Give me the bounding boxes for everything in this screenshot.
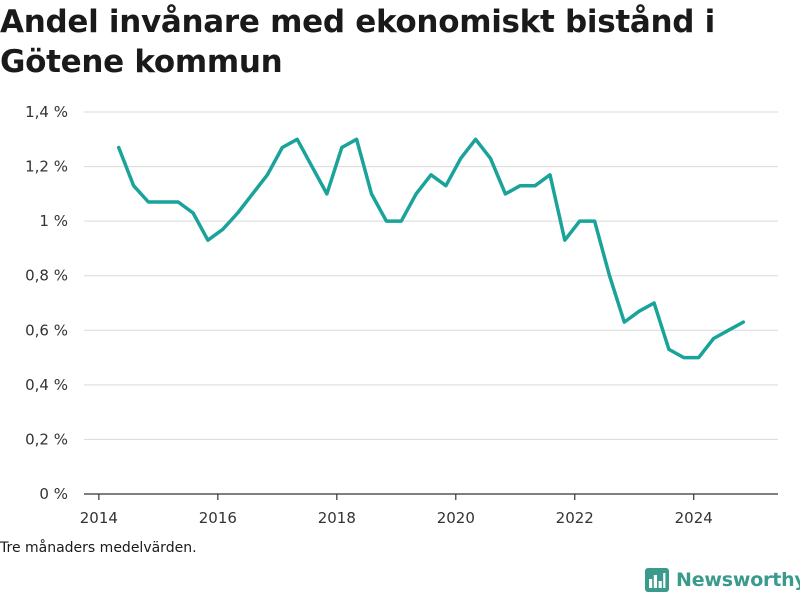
x-tick-label: 2014 bbox=[80, 509, 118, 527]
y-axis: 0 % 0,2 % 0,4 % 0,6 % 0,8 % 1 % 1,2 % 1,4 % bbox=[25, 103, 68, 503]
data-point bbox=[652, 301, 656, 305]
data-point bbox=[474, 137, 478, 141]
y-tick-label: 1,2 % bbox=[25, 158, 68, 176]
data-point bbox=[117, 145, 121, 149]
data-point bbox=[667, 347, 671, 351]
data-point bbox=[459, 156, 463, 160]
data-point bbox=[355, 137, 359, 141]
y-tick-label: 0,8 % bbox=[25, 267, 68, 285]
data-point bbox=[265, 173, 269, 177]
data-point bbox=[593, 219, 597, 223]
x-tick-label: 2022 bbox=[556, 509, 594, 527]
y-tick-label: 0,6 % bbox=[25, 321, 68, 339]
series-line bbox=[116, 137, 746, 360]
brand-name: Newsworthy bbox=[676, 569, 800, 591]
data-point bbox=[370, 192, 374, 196]
data-point bbox=[191, 211, 195, 215]
data-point bbox=[295, 137, 299, 141]
data-point bbox=[488, 156, 492, 160]
data-point bbox=[176, 200, 180, 204]
data-point bbox=[607, 274, 611, 278]
data-point bbox=[429, 173, 433, 177]
footnote: Tre månaders medelvärden. bbox=[0, 540, 197, 556]
data-point bbox=[712, 336, 716, 340]
data-point bbox=[622, 320, 626, 324]
data-point bbox=[325, 192, 329, 196]
data-point bbox=[161, 200, 165, 204]
data-point bbox=[340, 145, 344, 149]
x-tick-label: 2024 bbox=[675, 509, 713, 527]
data-point bbox=[548, 173, 552, 177]
y-tick-label: 1 % bbox=[39, 212, 68, 230]
gridlines bbox=[84, 111, 778, 440]
y-tick-label: 0,4 % bbox=[25, 376, 68, 394]
y-tick-label: 0 % bbox=[39, 485, 68, 503]
data-point bbox=[384, 219, 388, 223]
data-point bbox=[741, 320, 745, 324]
data-point bbox=[637, 309, 641, 313]
data-point bbox=[132, 184, 136, 188]
data-point bbox=[251, 192, 255, 196]
data-point bbox=[697, 356, 701, 360]
data-point bbox=[518, 184, 522, 188]
data-point bbox=[563, 238, 567, 242]
x-tick-label: 2016 bbox=[199, 509, 237, 527]
data-point bbox=[414, 192, 418, 196]
data-point bbox=[221, 227, 225, 231]
x-tick-label: 2018 bbox=[318, 509, 356, 527]
data-point bbox=[206, 238, 210, 242]
x-axis: 2014 2016 2018 2020 2022 2024 bbox=[80, 494, 713, 527]
data-point bbox=[444, 184, 448, 188]
x-tick-label: 2020 bbox=[437, 509, 475, 527]
chart-title: Andel invånare med ekonomiskt bistånd i … bbox=[0, 4, 715, 80]
data-point bbox=[726, 328, 730, 332]
y-tick-label: 0,2 % bbox=[25, 430, 68, 448]
data-point bbox=[503, 192, 507, 196]
data-point bbox=[682, 356, 686, 360]
data-point bbox=[578, 219, 582, 223]
newsworthy-logo[interactable]: Newsworthy bbox=[645, 568, 800, 592]
data-point bbox=[533, 184, 537, 188]
data-point bbox=[146, 200, 150, 204]
data-point bbox=[310, 165, 314, 169]
data-points bbox=[117, 137, 746, 359]
data-point bbox=[280, 145, 284, 149]
data-point bbox=[399, 219, 403, 223]
bar-chart-logo-icon bbox=[645, 568, 669, 592]
y-tick-label: 1,4 % bbox=[25, 103, 68, 121]
data-point bbox=[236, 211, 240, 215]
